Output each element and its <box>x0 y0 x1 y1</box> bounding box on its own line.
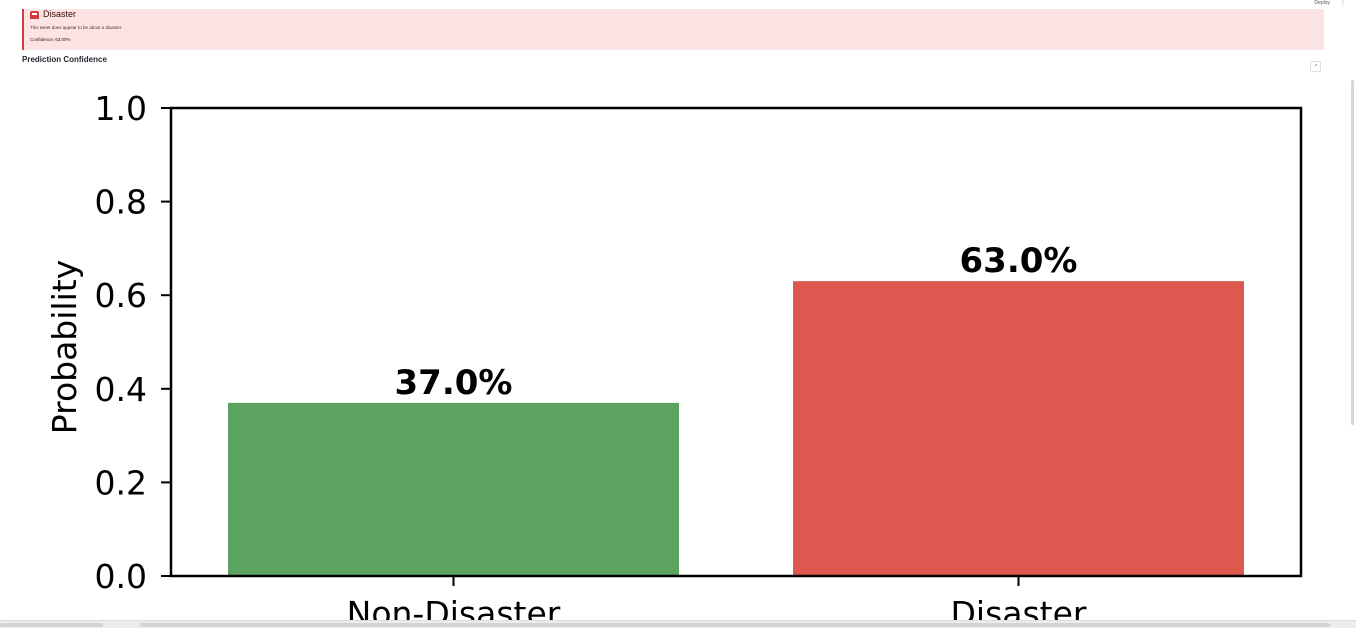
plot-frame <box>169 106 1303 578</box>
scroll-segment <box>0 623 103 627</box>
more-vert-icon[interactable]: ⋮ <box>1340 0 1346 6</box>
y-tick-label: 0.2 <box>95 463 147 502</box>
y-tick-label: 0.8 <box>95 183 147 222</box>
y-tick-label: 0.0 <box>95 557 147 596</box>
bar-disaster <box>793 281 1244 576</box>
alert-message: This tweet does appear to be about a dis… <box>30 25 123 30</box>
y-tick-label: 1.0 <box>95 89 147 128</box>
alert-confidence: Confidence: 63.00% <box>30 37 71 42</box>
y-tick-label: 0.6 <box>95 276 147 315</box>
alert-title: Disaster <box>43 9 77 19</box>
bottom-scroll-bar[interactable] <box>0 620 1356 628</box>
error-alert: Disaster This tweet does appear to be ab… <box>22 9 1324 50</box>
alert-title-row: Disaster <box>30 9 76 20</box>
bar-value-label: 37.0% <box>395 363 513 403</box>
deploy-button[interactable]: Deploy <box>1314 0 1330 6</box>
bar-value-label: 63.0% <box>960 241 1078 281</box>
scroll-thumb[interactable] <box>140 623 1330 627</box>
y-axis-label: Probability <box>45 260 84 434</box>
top-toolbar: Deploy ⋮ <box>1314 0 1346 6</box>
alarm-icon <box>30 10 39 19</box>
bar-non-disaster <box>228 402 679 576</box>
section-title: Prediction Confidence <box>22 55 107 64</box>
vertical-scrollbar[interactable] <box>1351 80 1354 425</box>
y-tick-label: 0.4 <box>95 370 147 409</box>
fullscreen-icon[interactable]: ↗ <box>1310 61 1321 72</box>
